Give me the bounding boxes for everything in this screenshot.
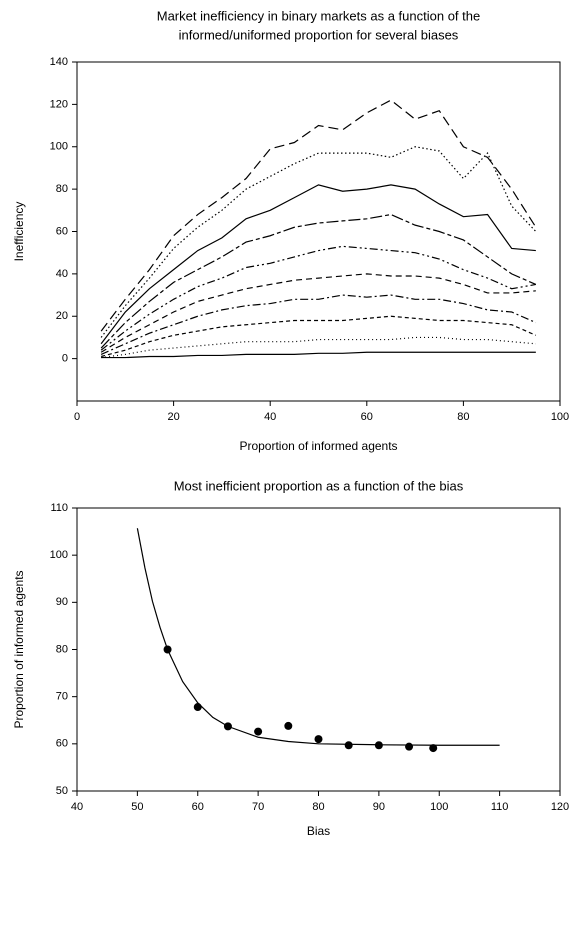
x-tick-label: 40 [264,411,276,423]
y-tick-label: 110 [50,502,68,514]
x-tick-label: 50 [131,801,143,813]
data-point [163,645,172,654]
y-tick-label: 40 [56,268,68,280]
plot-frame [76,507,561,792]
data-point [314,735,323,744]
y-tick-label: 70 [56,691,68,703]
x-tick-label: 20 [167,411,179,423]
chart-title: Most inefficient proportion as a functio… [174,478,464,493]
y-tick-label: 140 [50,56,68,68]
data-point [223,722,232,731]
x-axis-label: Proportion of informed agents [239,439,397,453]
x-tick-label: 60 [192,801,204,813]
data-line [100,146,537,338]
data-point [344,741,353,750]
data-line [100,273,536,353]
data-line [101,351,536,359]
y-tick-label: 60 [56,738,68,750]
x-tick-label: 120 [551,801,569,813]
data-line [100,99,537,332]
data-point [193,703,202,712]
data-line [100,294,537,355]
y-axis-label: Inefficiency [12,202,26,262]
y-tick-label: 60 [56,225,68,237]
y-tick-label: 100 [50,549,68,561]
data-line [100,245,536,351]
y-tick-label: 120 [50,98,68,110]
x-tick-label: 80 [457,411,469,423]
x-tick-label: 0 [74,411,80,423]
data-point [405,742,414,751]
y-tick-label: 80 [56,183,68,195]
data-line [101,336,536,359]
chart-title: Market inefficiency in binary markets as… [157,8,480,23]
x-tick-label: 100 [430,801,448,813]
data-point [429,744,438,753]
data-point [374,741,383,750]
x-tick-label: 100 [551,411,569,423]
data-line [100,315,537,358]
x-tick-label: 40 [71,801,83,813]
y-tick-label: 0 [62,353,68,365]
data-line [100,184,536,345]
x-tick-label: 70 [252,801,264,813]
fit-line [136,528,500,746]
data-point [284,721,293,730]
y-tick-label: 100 [50,141,68,153]
x-tick-label: 80 [312,801,324,813]
x-tick-label: 110 [491,801,509,813]
y-axis-label: Proportion of informed agents [12,570,26,728]
x-tick-label: 60 [361,411,373,423]
y-tick-label: 90 [56,596,68,608]
data-line [100,213,537,349]
x-tick-label: 90 [373,801,385,813]
y-tick-label: 20 [56,310,68,322]
x-axis-label: Bias [307,824,330,838]
data-point [254,727,263,736]
chart-title: informed/uniformed proportion for severa… [179,27,459,42]
y-tick-label: 50 [56,785,68,797]
y-tick-label: 80 [56,643,68,655]
